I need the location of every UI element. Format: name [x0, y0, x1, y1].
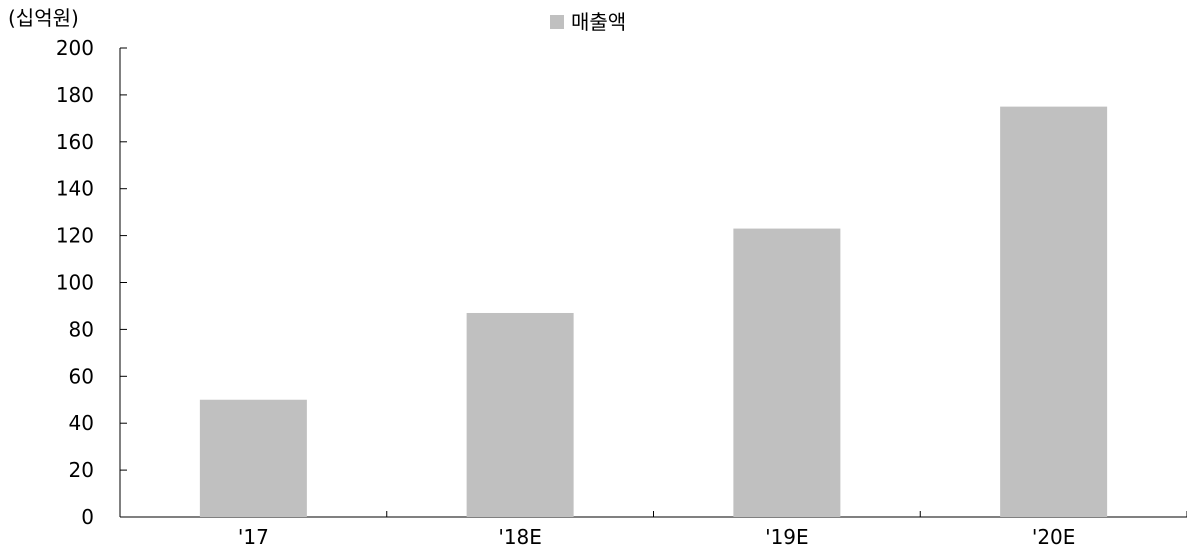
- legend-label: 매출액: [571, 10, 626, 34]
- y-tick-label: 80: [69, 317, 94, 341]
- bars: [199, 106, 1108, 517]
- bar-1: [466, 312, 574, 517]
- y-tick-label: 60: [69, 364, 94, 388]
- y-tick-label: 120: [56, 224, 94, 248]
- legend-swatch: [550, 15, 564, 29]
- y-tick-label: 40: [69, 411, 94, 435]
- bar-0: [199, 399, 307, 517]
- bar-3: [1000, 106, 1108, 517]
- y-tick-label: 180: [56, 83, 94, 107]
- y-tick-label: 160: [56, 130, 94, 154]
- y-tick-label: 140: [56, 177, 94, 201]
- x-tick-label: '19E: [765, 525, 809, 549]
- bar-2: [733, 228, 841, 517]
- y-tick-label: 20: [69, 458, 94, 482]
- x-tick-label: '20E: [1032, 525, 1076, 549]
- y-tick-label: 100: [56, 271, 94, 295]
- legend: 매출액: [550, 10, 626, 34]
- y-tick-label: 200: [56, 36, 94, 60]
- x-tick-label: '17: [238, 525, 269, 549]
- y-axis-ticks: 0 20 40 60 80 100 120 140 160 180 200: [56, 36, 127, 529]
- x-tick-label: '18E: [498, 525, 542, 549]
- y-axis-unit-label: (십억원): [8, 6, 79, 30]
- y-tick-label: 0: [81, 505, 94, 529]
- x-axis-ticks: '17 '18E '19E '20E: [238, 511, 1187, 549]
